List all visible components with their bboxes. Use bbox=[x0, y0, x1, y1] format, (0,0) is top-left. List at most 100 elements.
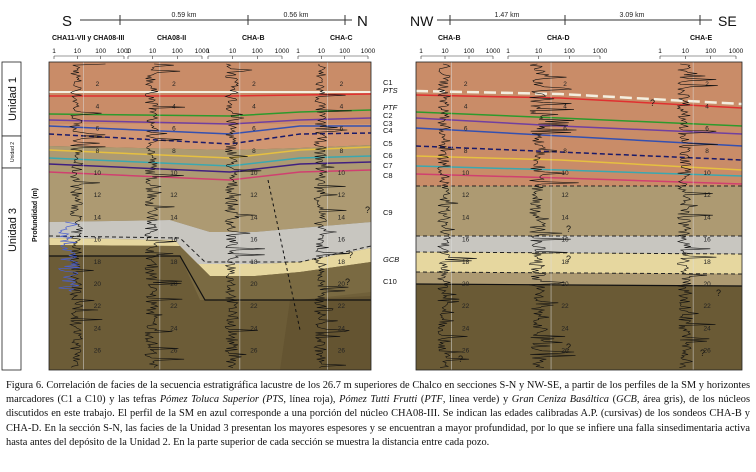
marker-label-c2: C2 bbox=[383, 111, 393, 120]
ms-tick-label: 1 bbox=[296, 48, 300, 55]
nwse-marker-lines bbox=[416, 89, 742, 287]
depth-label: 2 bbox=[96, 81, 100, 88]
ms-tick-label: 100 bbox=[172, 48, 183, 55]
ms-traces bbox=[57, 63, 718, 368]
depth-label: 16 bbox=[170, 237, 178, 244]
depth-label: 12 bbox=[704, 192, 712, 199]
depth-label: 10 bbox=[250, 170, 258, 177]
uncertain-mark: ? bbox=[566, 254, 571, 264]
uncertain-mark: ? bbox=[458, 354, 463, 364]
depth-label: 12 bbox=[561, 192, 569, 199]
depth-label: 6 bbox=[705, 126, 709, 133]
ms-tick-label: 100 bbox=[705, 48, 716, 55]
depth-label: 8 bbox=[464, 148, 468, 155]
depth-label: 6 bbox=[340, 126, 344, 133]
depth-label: 26 bbox=[170, 348, 178, 355]
depth-label: 4 bbox=[340, 103, 344, 110]
ms-tick-label: 100 bbox=[564, 48, 575, 55]
depth-label: 2 bbox=[252, 81, 256, 88]
ms-tick-label: 100 bbox=[339, 48, 350, 55]
caption-text-2: , línea roja), bbox=[283, 394, 340, 406]
depth-label: 12 bbox=[250, 192, 258, 199]
depth-label: 18 bbox=[170, 259, 178, 266]
ms-tick-label: 1 bbox=[658, 48, 662, 55]
nwse-header: NW SE 1.47 km 3.09 km bbox=[410, 12, 737, 29]
ms-tick-label: 1 bbox=[206, 48, 210, 55]
ms-tick-label: 1000 bbox=[486, 48, 501, 55]
caption-italic-2: Pómez Tutti Frutti bbox=[339, 394, 418, 406]
ms-tick-label: 10 bbox=[318, 48, 326, 55]
uncertain-mark: ? bbox=[345, 277, 350, 287]
depth-label: 24 bbox=[338, 325, 346, 332]
depth-label: 24 bbox=[170, 325, 178, 332]
depth-label: 10 bbox=[170, 170, 178, 177]
ms-tick-label: 1 bbox=[126, 48, 130, 55]
depth-label: 20 bbox=[170, 281, 178, 288]
depth-label: 20 bbox=[94, 281, 102, 288]
depth-label: 6 bbox=[96, 126, 100, 133]
sn-section bbox=[49, 62, 371, 370]
caption-italic-5: GCB bbox=[616, 394, 637, 406]
ms-tick-label: 1 bbox=[52, 48, 56, 55]
depth-label: 20 bbox=[462, 281, 470, 288]
well-name-sn-2: CHA08-II bbox=[157, 35, 186, 42]
depth-label: 4 bbox=[464, 103, 468, 110]
depth-label: 2 bbox=[464, 81, 468, 88]
well-name-sn-3: CHA-B bbox=[242, 35, 265, 42]
depth-label: 4 bbox=[705, 103, 709, 110]
caption-text-1: Figura 6. Correlación de facies de la se… bbox=[6, 380, 750, 406]
depth-label: 18 bbox=[462, 259, 470, 266]
ms-tick-label: 1000 bbox=[729, 48, 744, 55]
depth-label: 26 bbox=[250, 348, 258, 355]
depth-label: 22 bbox=[170, 303, 178, 310]
depth-label: 24 bbox=[94, 325, 102, 332]
ms-tick-label: 100 bbox=[95, 48, 106, 55]
dir-left-nwse: NW bbox=[410, 13, 434, 29]
uncertain-mark: ? bbox=[716, 288, 721, 298]
depth-label: 8 bbox=[340, 148, 344, 155]
well-name-sn-4: CHA-C bbox=[330, 35, 353, 42]
depth-label: 26 bbox=[704, 348, 712, 355]
depth-label: 16 bbox=[94, 237, 102, 244]
ms-tick-label: 10 bbox=[229, 48, 237, 55]
depth-label: 14 bbox=[94, 214, 102, 221]
depth-label: 24 bbox=[250, 325, 258, 332]
depth-label: 22 bbox=[250, 303, 258, 310]
ms-tick-label: 10 bbox=[682, 48, 690, 55]
depth-label: 20 bbox=[338, 281, 346, 288]
ms-trace bbox=[528, 63, 579, 368]
depth-label: 12 bbox=[462, 192, 470, 199]
marker-label-c7: C7 bbox=[383, 161, 393, 170]
depth-label: 18 bbox=[250, 259, 258, 266]
depth-label: 10 bbox=[94, 170, 102, 177]
ms-tick-label: 1000 bbox=[195, 48, 210, 55]
depth-label: 14 bbox=[250, 214, 258, 221]
depth-label: 4 bbox=[96, 103, 100, 110]
ms-tick-label: 1000 bbox=[593, 48, 608, 55]
caption-italic-3: PTF bbox=[424, 394, 443, 406]
depth-label: 6 bbox=[252, 126, 256, 133]
depth-label: 8 bbox=[96, 148, 100, 155]
ms-tick-label: 1000 bbox=[117, 48, 132, 55]
depth-label: 16 bbox=[704, 237, 712, 244]
depth-label: 14 bbox=[462, 214, 470, 221]
depth-label: 14 bbox=[561, 214, 569, 221]
depth-label: 18 bbox=[94, 259, 102, 266]
ms-trace bbox=[676, 63, 718, 368]
caption-italic-1: Pómez Toluca Superior (PTS bbox=[159, 394, 284, 406]
depth-label: 8 bbox=[172, 148, 176, 155]
unit3-label: Unidad 3 bbox=[7, 208, 19, 252]
depth-label: 26 bbox=[94, 348, 102, 355]
depth-label: 2 bbox=[705, 81, 709, 88]
depth-label: 8 bbox=[705, 148, 709, 155]
ms-tick-label: 10 bbox=[441, 48, 449, 55]
ms-tick-label: 1000 bbox=[275, 48, 290, 55]
caption-text-5: ( bbox=[609, 394, 617, 406]
depth-label: 18 bbox=[338, 259, 346, 266]
well-name-sn-1: CHA11-VII y CHA08-III bbox=[52, 35, 124, 42]
ms-trace bbox=[69, 63, 106, 368]
depth-label: 14 bbox=[170, 214, 178, 221]
unit1-label: Unidad 1 bbox=[7, 77, 19, 121]
depth-label: 16 bbox=[561, 237, 569, 244]
